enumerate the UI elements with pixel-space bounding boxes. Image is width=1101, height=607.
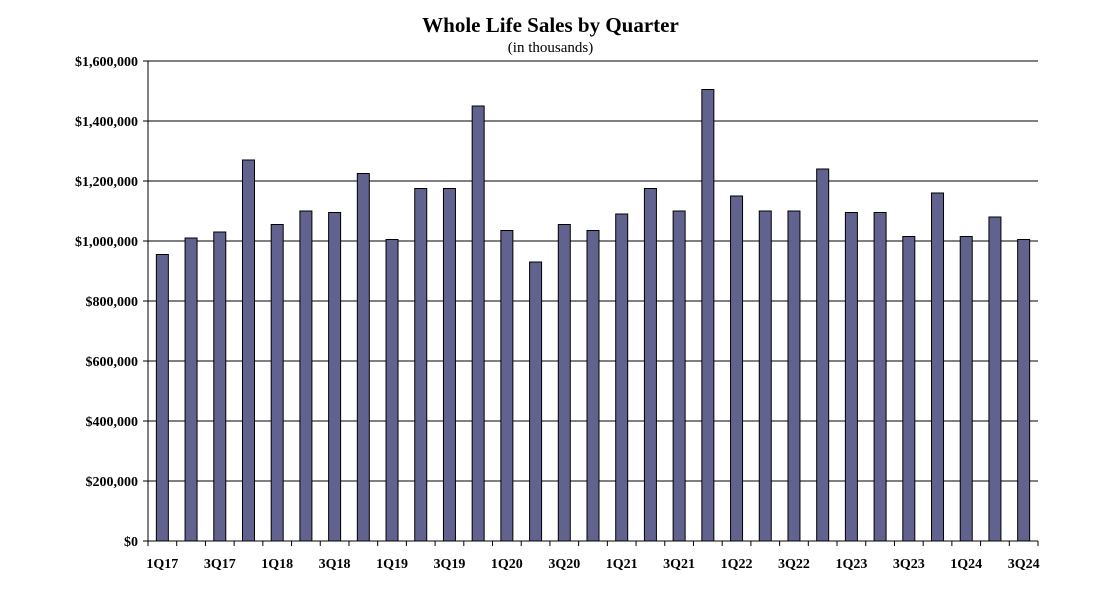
bar <box>385 239 399 542</box>
y-tick-label: $400,000 <box>86 415 139 430</box>
x-tick-label: 3Q17 <box>204 557 236 572</box>
y-tick-label: $0 <box>124 535 138 550</box>
bar <box>155 254 169 542</box>
x-tick-label: 3Q23 <box>893 557 925 572</box>
x-tick-label: 3Q20 <box>548 557 580 572</box>
x-tick-label: 3Q18 <box>319 557 351 572</box>
bar <box>557 224 571 542</box>
bar <box>844 212 858 542</box>
bar <box>241 159 255 542</box>
bar <box>615 213 629 542</box>
x-tick-label: 1Q21 <box>606 557 638 572</box>
bar <box>787 210 801 542</box>
bar <box>299 210 313 542</box>
bar <box>816 168 830 542</box>
bar <box>672 210 686 542</box>
bar <box>988 216 1002 542</box>
y-tick-label: $1,000,000 <box>75 235 138 250</box>
x-tick-label: 1Q19 <box>376 557 408 572</box>
bar <box>529 261 543 542</box>
bar <box>730 195 744 542</box>
bar <box>328 212 342 542</box>
bar <box>1017 239 1031 542</box>
bar <box>959 236 973 542</box>
x-tick-label: 3Q19 <box>434 557 466 572</box>
bar <box>931 192 945 542</box>
bar <box>643 188 657 542</box>
x-tick-label: 1Q22 <box>721 557 753 572</box>
y-tick-label: $1,600,000 <box>75 55 138 70</box>
bar <box>471 105 485 542</box>
x-tick-label: 1Q18 <box>261 557 293 572</box>
y-tick-label: $200,000 <box>86 475 139 490</box>
x-tick-label: 3Q24 <box>1008 557 1040 572</box>
bar <box>902 236 916 542</box>
x-tick-label: 1Q20 <box>491 557 523 572</box>
x-tick-label: 1Q24 <box>950 557 982 572</box>
x-tick-label: 1Q23 <box>835 557 867 572</box>
y-tick-label: $1,200,000 <box>75 175 138 190</box>
bar <box>356 173 370 542</box>
y-tick-label: $600,000 <box>86 355 139 370</box>
bar <box>586 230 600 542</box>
bar <box>414 188 428 542</box>
x-tick-label: 1Q17 <box>146 557 178 572</box>
chart-subtitle: (in thousands) <box>507 40 594 56</box>
y-tick-label: $1,400,000 <box>75 115 138 130</box>
bar <box>701 89 715 542</box>
bar <box>442 188 456 542</box>
bar <box>873 212 887 542</box>
chart-title: Whole Life Sales by Quarter <box>422 13 679 37</box>
bar <box>184 237 198 542</box>
bar <box>270 224 284 542</box>
bar <box>758 210 772 542</box>
x-tick-label: 3Q21 <box>663 557 695 572</box>
x-tick-label: 3Q22 <box>778 557 810 572</box>
bar <box>500 230 514 542</box>
y-tick-label: $800,000 <box>86 295 139 310</box>
bar <box>213 231 227 542</box>
